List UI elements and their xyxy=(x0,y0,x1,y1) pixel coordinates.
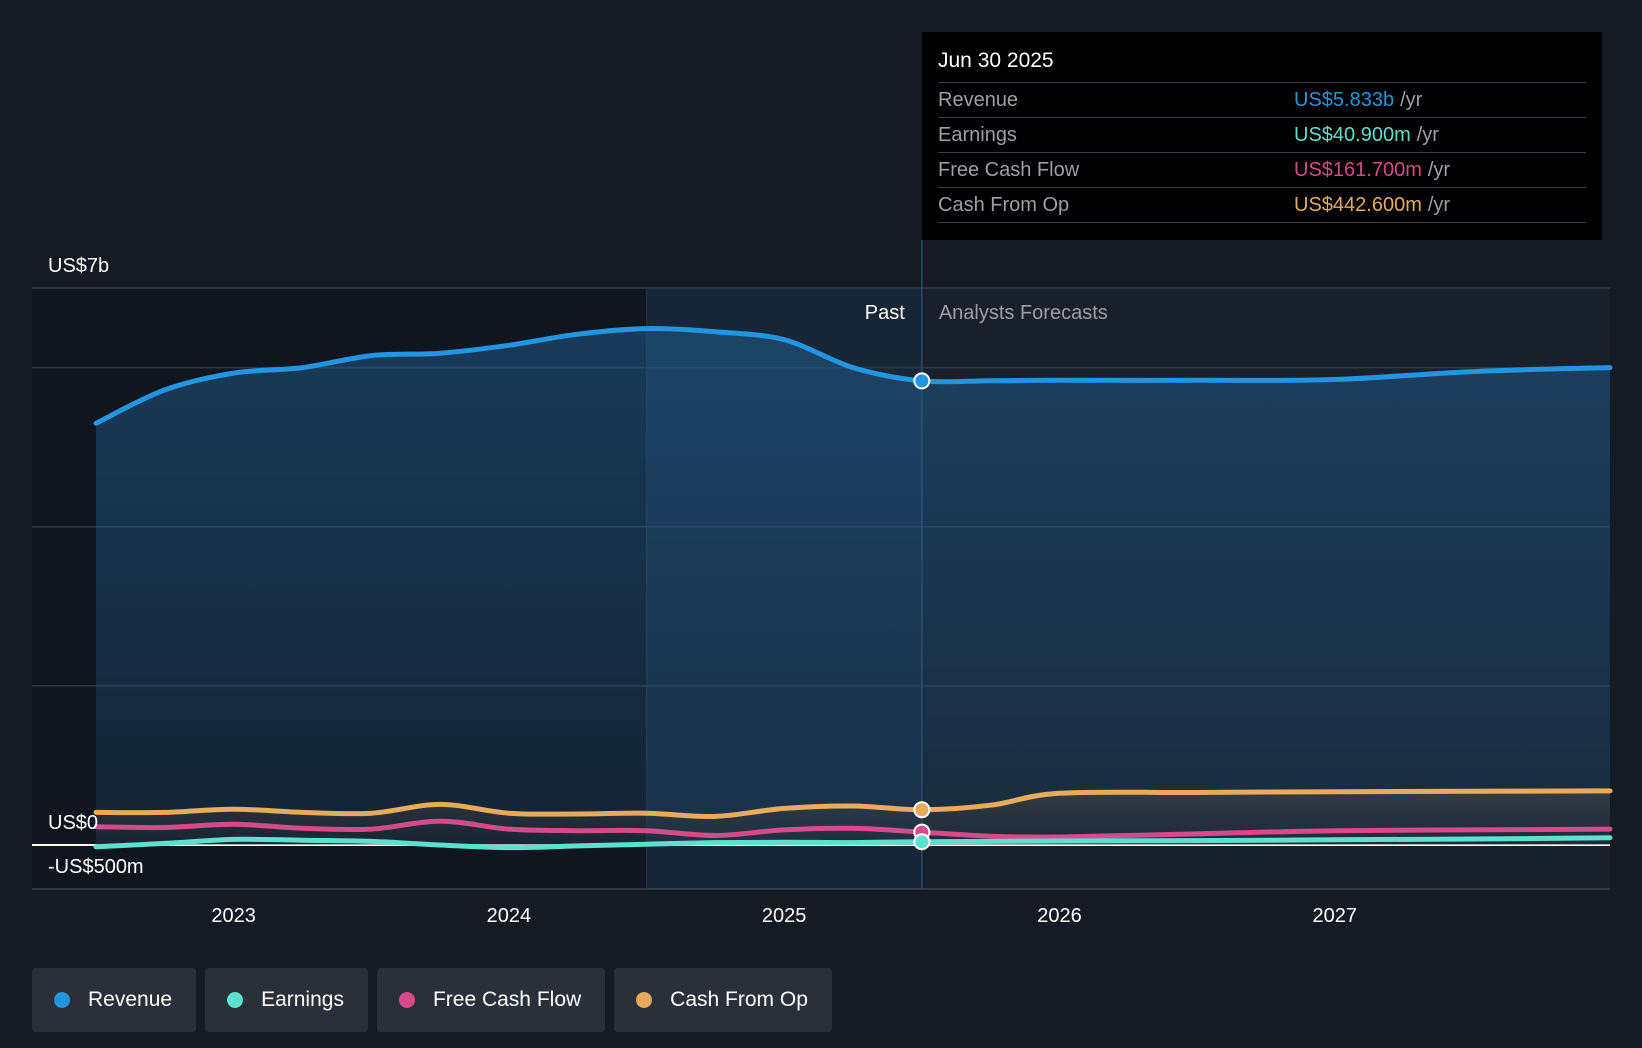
earnings-line xyxy=(93,835,1613,851)
revenue-area xyxy=(96,328,1610,845)
legend-label: Revenue xyxy=(88,988,173,1011)
tooltip-row-free-cash-flow: Free Cash Flow US$161.700m /yr xyxy=(938,152,1586,187)
tooltip-label: Earnings xyxy=(938,124,1017,146)
tooltip-label: Cash From Op xyxy=(938,194,1070,216)
y-tick-label: US$0 xyxy=(48,812,98,834)
y-tick-label: -US$500m xyxy=(48,856,144,878)
x-tick-label: 2027 xyxy=(1312,905,1357,927)
legend-item-free-cash-flow[interactable]: Free Cash Flow xyxy=(376,968,606,1032)
free-cash-flow-dot-icon xyxy=(398,992,415,1008)
legend-label: Earnings xyxy=(261,988,344,1011)
tooltip-value: US$161.700m xyxy=(1294,159,1422,181)
past-label: Past xyxy=(865,302,905,324)
y-tick-label: US$7b xyxy=(48,255,109,277)
legend-label: Free Cash Flow xyxy=(432,988,582,1011)
tooltip: Jun 30 2025 Revenue US$5.833b /yr Earnin… xyxy=(922,32,1602,240)
x-tick-label: 2026 xyxy=(1037,905,1082,927)
revenue-line xyxy=(93,326,1613,426)
tooltip-date: Jun 30 2025 xyxy=(938,49,1054,72)
tooltip-label: Free Cash Flow xyxy=(938,159,1080,181)
tooltip-row-cash-from-op: Cash From Op US$442.600m /yr xyxy=(938,187,1586,223)
free-cash-flow-line xyxy=(93,818,1613,840)
tooltip-value: US$5.833b xyxy=(1294,89,1395,111)
legend-label: Cash From Op xyxy=(670,988,808,1011)
x-tick-label: 2023 xyxy=(211,905,256,927)
x-tick-label: 2024 xyxy=(487,905,532,927)
legend-item-earnings[interactable]: Earnings xyxy=(205,968,368,1032)
tooltip-row-earnings: Earnings US$40.900m /yr xyxy=(938,117,1586,152)
legend-item-cash-from-op[interactable]: Cash From Op xyxy=(614,968,832,1032)
tooltip-unit: /yr xyxy=(1427,194,1451,216)
cash-from-op-marker xyxy=(913,801,931,819)
tooltip-value: US$442.600m xyxy=(1294,194,1422,216)
cash-from-op-dot-icon xyxy=(636,992,653,1008)
tooltip-unit: /yr xyxy=(1427,159,1451,181)
earnings-marker xyxy=(913,833,931,851)
tooltip-row-revenue: Revenue US$5.833b /yr xyxy=(938,82,1586,117)
x-tick-label: 2025 xyxy=(762,905,807,927)
cash-from-op-line xyxy=(93,788,1613,820)
tooltip-unit: /yr xyxy=(1400,89,1423,111)
forecast-label: Analysts Forecasts xyxy=(939,302,1108,324)
revenue-marker xyxy=(913,372,931,390)
earnings-dot-icon xyxy=(227,992,244,1008)
tooltip-unit: /yr xyxy=(1416,124,1439,146)
tooltip-value: US$40.900m xyxy=(1294,124,1411,146)
legend-item-revenue[interactable]: Revenue xyxy=(32,968,197,1032)
revenue-dot-icon xyxy=(54,992,70,1008)
legend: Revenue Earnings Free Cash Flow Cash Fro… xyxy=(32,968,832,1032)
tooltip-label: Revenue xyxy=(938,89,1019,111)
